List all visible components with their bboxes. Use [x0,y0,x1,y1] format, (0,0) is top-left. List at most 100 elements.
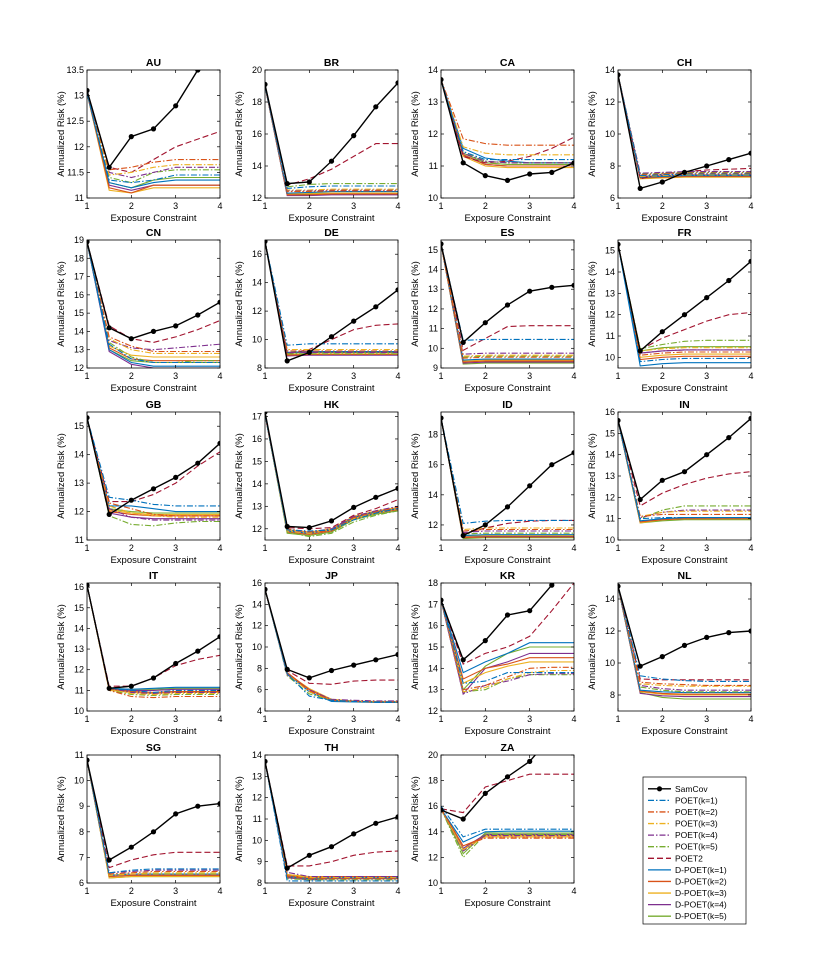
samcov-point [681,469,688,475]
panel-sg: 1 2 3 4 6 7 8 9 10 11 SG Exposure Constraint Annuali… [56,742,223,909]
x-tick-label: 4 [395,201,400,211]
y-tick-label: 11 [75,193,84,203]
series-group [265,80,398,197]
y-axis-label: Annualized Risk (%) [234,91,245,177]
y-tick-label: 12 [605,310,615,320]
samcov-point [618,241,621,247]
y-tick-label: 8 [257,878,262,888]
samcov-point [195,70,201,73]
series-line-poet2 [618,586,751,681]
samcov-point [482,638,488,644]
samcov-point [173,811,179,817]
legend-entry: D-POET(k=4) [675,900,727,910]
x-tick-label: 2 [129,714,134,724]
x-tick-label: 1 [262,201,267,211]
panel-title: TH [325,742,339,754]
y-tick-label: 14 [605,65,615,75]
series-line-d-poet-k-5- [441,243,574,365]
x-tick-label: 2 [483,201,488,211]
x-tick-label: 2 [483,543,488,553]
series-group [87,757,220,879]
panel-title: SG [146,742,161,754]
samcov-point [571,160,574,166]
y-tick-label: 9 [79,801,84,811]
samcov-point [284,523,290,530]
samcov-point [527,288,533,294]
samcov-point [482,173,488,179]
y-tick-label: 12 [428,304,438,314]
y-axis-label: Annualized Risk (%) [410,261,421,347]
samcov-point [726,157,732,163]
samcov-point [395,287,398,293]
samcov-point [460,532,466,539]
y-tick-label: 18 [428,578,438,588]
series-line-poet-k-5- [265,414,398,538]
series-line-poet-k-1- [265,241,398,346]
x-tick-label: 1 [615,714,620,724]
series-line-poet2 [87,417,220,503]
panel-title: CA [500,57,516,69]
x-axis-label: Exposure Constraint [641,726,727,737]
samcov-point [637,496,643,503]
x-tick-label: 4 [571,886,576,896]
samcov-point [504,302,511,308]
samcov-point [351,662,357,668]
samcov-point [195,312,201,318]
y-tick-label: 15 [74,308,84,318]
series-line-poet-k-2- [618,420,751,518]
y-tick-label: 12 [605,492,615,502]
axes-box [440,754,575,884]
y-tick-label: 12 [428,706,438,716]
x-tick-label: 1 [262,714,267,724]
y-tick-label: 15 [428,245,438,255]
y-axis-label: Annualized Risk (%) [410,433,421,519]
samcov-point [704,634,710,641]
samcov-point [527,758,533,765]
samcov-point [87,240,90,245]
samcov-point [504,177,511,183]
y-tick-label: 12 [74,142,84,152]
x-axis-label: Exposure Constraint [288,555,374,566]
panel-title: ID [502,399,513,411]
samcov-point [265,81,268,87]
y-tick-label: 10 [605,352,615,362]
x-tick-label: 4 [748,714,753,724]
x-tick-label: 4 [395,543,400,553]
series-line-d-poet-k-5- [441,417,574,540]
panel-title: AU [146,57,161,69]
y-axis-label: Annualized Risk (%) [587,604,598,690]
series-line-poet2 [441,79,574,164]
samcov-point [549,583,555,588]
series-line-poet-k-2- [441,417,574,532]
samcov-point [704,452,710,458]
x-tick-label: 3 [704,201,709,211]
y-tick-label: 12 [252,306,262,316]
series-line-poet-k-4- [618,420,751,519]
series-line-poet2 [87,584,220,687]
samcov-point [328,667,335,674]
series-line-d-poet-k-5- [441,808,574,855]
axes-box [617,239,752,369]
samcov-point [128,844,134,850]
samcov-point [726,277,732,284]
series-line-d-poet-k-2- [87,92,220,194]
y-tick-label: 14 [74,326,84,336]
y-tick-label: 11 [253,814,262,824]
series-line-d-poet-k-4- [265,85,398,197]
legend-entry: D-POET(k=5) [675,911,727,921]
series-group [441,583,574,696]
series-group [441,77,574,183]
samcov-point [150,675,157,681]
y-tick-label: 10 [605,129,615,139]
y-tick-label: 18 [428,776,438,786]
series-line-poet-k-4- [618,586,751,691]
y-tick-label: 10 [252,642,262,652]
series-line-d-poet-k-1- [87,92,220,189]
samcov-point [265,240,268,244]
samcov-point [173,323,179,329]
series-line-poet-k-3- [87,241,220,354]
x-tick-label: 3 [351,543,356,553]
